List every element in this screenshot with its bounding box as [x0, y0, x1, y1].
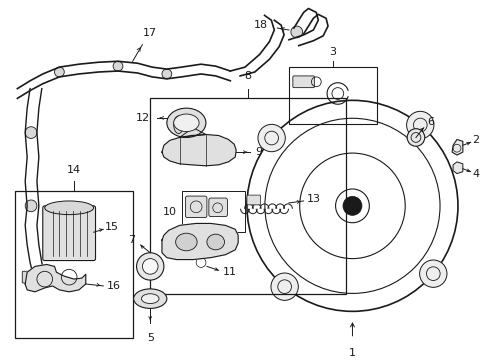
Ellipse shape: [134, 289, 167, 309]
Text: 18: 18: [253, 20, 268, 30]
Text: 6: 6: [428, 117, 435, 127]
Circle shape: [419, 260, 447, 287]
Bar: [15, 191, 133, 338]
Circle shape: [343, 196, 362, 215]
Circle shape: [25, 127, 37, 139]
Ellipse shape: [173, 114, 199, 132]
Polygon shape: [179, 128, 206, 138]
Circle shape: [143, 258, 158, 274]
Polygon shape: [452, 139, 463, 155]
Circle shape: [162, 69, 171, 79]
Circle shape: [407, 111, 434, 139]
Circle shape: [54, 67, 64, 77]
Circle shape: [271, 273, 298, 300]
Text: 9: 9: [256, 147, 263, 157]
Ellipse shape: [207, 234, 224, 250]
Circle shape: [137, 253, 164, 280]
Ellipse shape: [173, 116, 183, 134]
Text: 7: 7: [128, 235, 136, 245]
Circle shape: [113, 61, 123, 71]
Ellipse shape: [142, 294, 159, 303]
Polygon shape: [453, 162, 463, 174]
Bar: [289, 67, 377, 124]
Text: 8: 8: [245, 71, 251, 81]
Circle shape: [258, 124, 285, 152]
Text: 4: 4: [473, 168, 480, 179]
Circle shape: [25, 200, 37, 212]
Polygon shape: [162, 135, 236, 166]
FancyBboxPatch shape: [209, 198, 227, 217]
Ellipse shape: [167, 108, 206, 138]
Text: 5: 5: [147, 333, 154, 343]
Text: 3: 3: [329, 48, 337, 57]
Polygon shape: [162, 224, 238, 260]
Ellipse shape: [45, 201, 94, 215]
Circle shape: [291, 26, 303, 38]
FancyBboxPatch shape: [185, 196, 207, 217]
Text: 13: 13: [307, 194, 320, 204]
Text: 15: 15: [105, 222, 119, 232]
Polygon shape: [25, 265, 86, 292]
FancyBboxPatch shape: [247, 195, 261, 205]
FancyBboxPatch shape: [22, 271, 40, 283]
FancyBboxPatch shape: [293, 76, 315, 87]
Ellipse shape: [175, 233, 197, 251]
Circle shape: [407, 129, 425, 146]
Text: 17: 17: [143, 28, 157, 38]
Text: 14: 14: [67, 165, 81, 175]
Text: 16: 16: [107, 281, 121, 291]
Text: 10: 10: [163, 207, 176, 217]
Text: 12: 12: [136, 113, 150, 123]
Text: 2: 2: [473, 135, 480, 145]
Bar: [181, 191, 245, 232]
Bar: [150, 98, 345, 294]
FancyBboxPatch shape: [43, 206, 96, 261]
Text: 1: 1: [349, 348, 356, 359]
Text: 11: 11: [222, 267, 237, 277]
